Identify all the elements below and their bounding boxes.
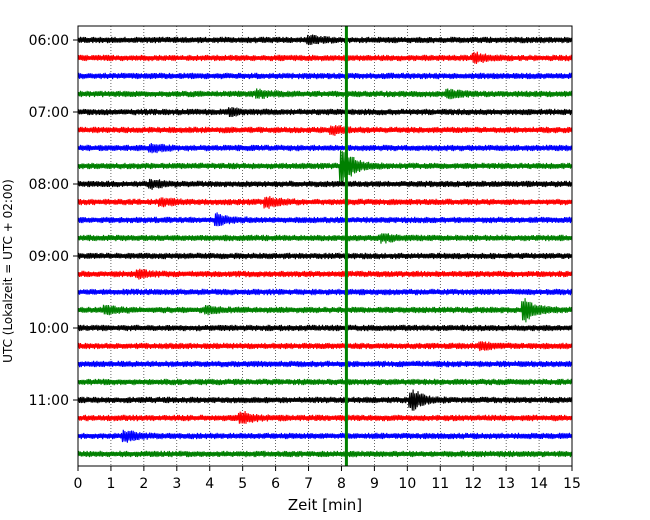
trace-06:45	[77, 88, 573, 100]
trace-08:15	[77, 196, 573, 209]
trace-07:00	[77, 106, 573, 118]
x-tick-label: 9	[370, 476, 379, 492]
trace-06:15	[77, 51, 573, 64]
x-tick-label: 1	[106, 476, 115, 492]
trace-11:45	[77, 450, 573, 458]
x-tick-label: 6	[271, 476, 280, 492]
x-tick-label: 7	[304, 476, 313, 492]
y-tick-label: 10:00	[29, 321, 69, 337]
y-tick-label: 09:00	[29, 249, 69, 265]
trace-11:30	[77, 429, 573, 443]
x-tick-label: 10	[398, 476, 416, 492]
x-tick-label: 2	[139, 476, 148, 492]
trace-10:45	[77, 378, 573, 386]
trace-08:00	[77, 178, 573, 190]
trace-10:00	[77, 324, 573, 332]
x-tick-label: 11	[431, 476, 449, 492]
trace-11:15	[77, 410, 573, 424]
trace-07:45	[77, 150, 573, 184]
y-tick-label: 06:00	[29, 33, 69, 49]
plot-frame	[77, 25, 573, 467]
trace-09:15	[77, 268, 573, 280]
trace-06:00	[77, 34, 573, 46]
x-tick-label: 0	[74, 476, 83, 492]
trace-11:00	[77, 389, 573, 411]
trace-08:45	[77, 233, 573, 244]
trace-10:15	[77, 341, 573, 352]
x-tick-label: 12	[464, 476, 482, 492]
y-tick-label: 08:00	[29, 177, 69, 193]
traces	[77, 34, 573, 458]
x-tick-label: 3	[172, 476, 181, 492]
trace-08:30	[77, 212, 573, 227]
trace-10:30	[77, 360, 573, 368]
x-tick-label: 8	[337, 476, 346, 492]
trace-09:00	[77, 252, 573, 260]
y-axis-label: UTC (Lokalzeit = UTC + 02:00)	[1, 179, 15, 363]
x-axis-ticks: 0 1 2 3 4 5 6 7 8 9 10 11 12 13 14 15	[74, 466, 581, 492]
trace-07:30	[77, 143, 573, 154]
y-axis-ticks: 06:00 07:00 08:00 09:00 10:00 11:00	[29, 33, 78, 409]
trace-07:15	[77, 125, 573, 136]
x-tick-label: 4	[205, 476, 214, 492]
y-tick-label: 11:00	[29, 393, 69, 409]
y-tick-label: 07:00	[29, 105, 69, 121]
trace-09:30	[77, 288, 573, 296]
x-tick-label: 5	[238, 476, 247, 492]
x-tick-label: 14	[530, 476, 548, 492]
x-tick-label: 13	[497, 476, 515, 492]
trace-09:45	[77, 298, 573, 323]
x-axis-label: Zeit [min]	[288, 496, 362, 514]
trace-06:30	[77, 72, 573, 80]
x-tick-label: 15	[563, 476, 581, 492]
